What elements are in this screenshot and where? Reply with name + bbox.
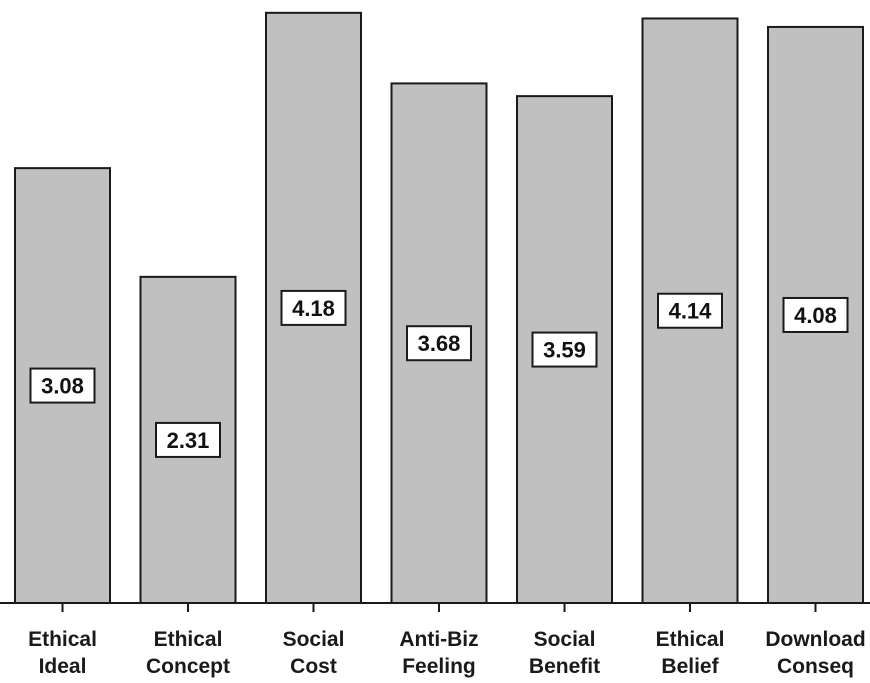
category-label: Belief bbox=[661, 655, 719, 678]
data-label: 4.18 bbox=[292, 296, 335, 321]
category-label: Anti-Biz bbox=[399, 628, 478, 651]
category-label: Conseq bbox=[777, 655, 854, 678]
category-label: Social bbox=[283, 628, 345, 651]
data-label: 4.14 bbox=[669, 299, 713, 324]
x-ticks-group bbox=[61, 603, 817, 612]
category-label: Ethical bbox=[154, 628, 223, 651]
category-label: Cost bbox=[290, 655, 337, 678]
data-label-box bbox=[657, 292, 723, 329]
category-label: Ethical bbox=[656, 628, 725, 651]
data-label-box bbox=[29, 367, 96, 404]
category-label: Download bbox=[765, 628, 865, 651]
category-label: Ethical bbox=[28, 628, 97, 651]
data-labels-group: 3.08 2.31 4.18 3.68 3.59 4.14 4.08 bbox=[29, 289, 849, 458]
category-label: Social bbox=[534, 628, 596, 651]
data-label-box bbox=[406, 325, 472, 362]
category-labels-group: Ethical Ideal Ethical Concept Social Cost Anti… bbox=[28, 628, 866, 678]
category-label: Concept bbox=[146, 655, 230, 678]
data-label: 3.68 bbox=[418, 331, 461, 356]
data-label: 4.08 bbox=[794, 303, 837, 328]
category-label: Benefit bbox=[529, 655, 600, 678]
category-label: Ideal bbox=[39, 655, 87, 678]
category-label: Feeling bbox=[402, 655, 476, 678]
data-label: 3.59 bbox=[543, 338, 586, 363]
data-label-box bbox=[531, 331, 598, 368]
data-label-box bbox=[280, 289, 347, 326]
data-label-box bbox=[155, 421, 221, 458]
data-label: 2.31 bbox=[167, 428, 210, 453]
data-label-box bbox=[782, 296, 849, 333]
data-label: 3.08 bbox=[41, 374, 84, 399]
bars-group bbox=[14, 11, 864, 605]
